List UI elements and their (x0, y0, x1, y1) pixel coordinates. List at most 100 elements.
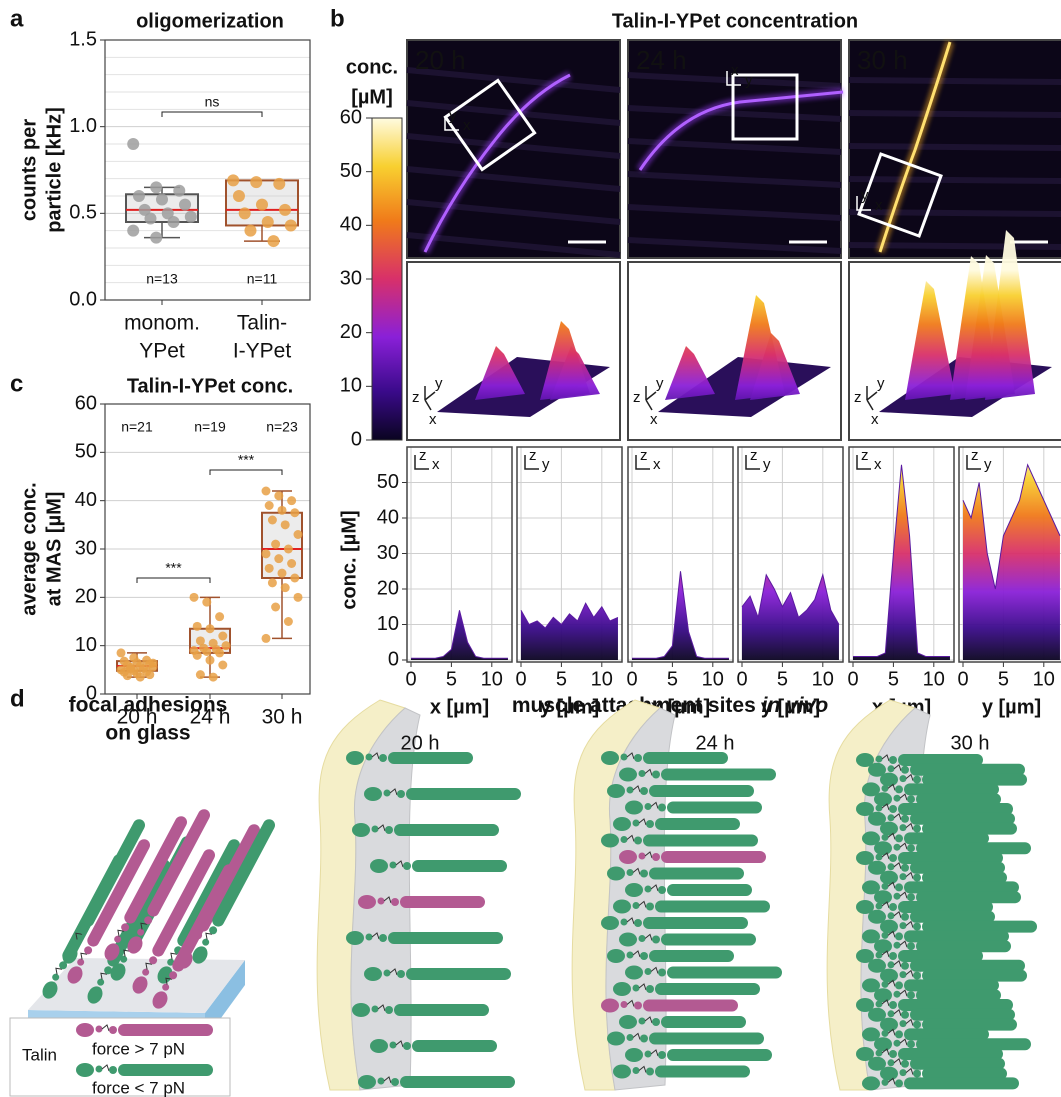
talin-linker (205, 932, 213, 940)
y-tick-label: 20 (377, 577, 399, 599)
talin-rod (655, 900, 770, 913)
talin-linker (887, 881, 896, 889)
talin-head (856, 998, 874, 1012)
talin-head (868, 1056, 886, 1071)
talin-head (625, 800, 643, 815)
x-tick-label: 5 (667, 668, 678, 690)
plot-frame (848, 446, 955, 663)
talin-domain (899, 971, 907, 979)
talin-domain (881, 1029, 889, 1037)
talin-rod (910, 910, 995, 923)
time-label: 24 h (696, 732, 735, 754)
talin-head (625, 965, 643, 980)
talin-linker (881, 852, 890, 860)
data-point (145, 670, 155, 680)
talin-linker (632, 950, 641, 958)
talin-domain (899, 873, 907, 881)
x-tick-label: 5 (888, 668, 899, 690)
talin-domain (169, 971, 178, 980)
colorbar (371, 117, 403, 441)
image-texture (627, 171, 842, 188)
axis-glyph-label: x (650, 411, 658, 428)
talin-domain (893, 892, 901, 900)
talin-domain (403, 1042, 411, 1050)
talin-domain (640, 869, 648, 878)
talin-domain (901, 1010, 909, 1019)
chart-title: oligomerization (136, 10, 284, 32)
significance-bracket (161, 111, 263, 117)
talin-domain (365, 933, 373, 941)
talin-domain (875, 1000, 883, 1008)
talin-head (880, 919, 898, 934)
talin-head (619, 932, 637, 947)
talin-domain (109, 1026, 117, 1034)
talin-molecule (192, 819, 276, 964)
talin-linker (101, 1064, 110, 1072)
talin-rod (922, 871, 1007, 884)
talin-linker (170, 952, 178, 960)
talin-linker (75, 932, 83, 940)
talin-linker (632, 867, 641, 875)
axis-glyph (444, 116, 459, 131)
image-texture (406, 232, 621, 258)
talin-rod (910, 1057, 1005, 1070)
talin-head (192, 946, 208, 964)
talin-head (619, 1015, 637, 1029)
talin-rod (910, 1008, 1015, 1021)
talin-linker (887, 1077, 896, 1085)
talin-domain (72, 938, 80, 946)
talin-linker (893, 763, 902, 771)
data-point (287, 559, 297, 568)
talin-head (601, 998, 619, 1013)
talin-domain (887, 1059, 895, 1067)
talin-rod (124, 816, 188, 924)
talin-rod (898, 754, 983, 766)
talin-rod (916, 1038, 1031, 1051)
time-label: 30 h (951, 732, 990, 754)
talin-head (862, 880, 880, 895)
talin-domain (142, 968, 150, 976)
talin-domain (77, 958, 85, 966)
talin-domain (907, 991, 915, 1000)
talin-linker (905, 773, 914, 781)
data-point (267, 515, 277, 525)
talin-rod (643, 752, 728, 764)
talin-head (619, 767, 637, 782)
talin-domain (632, 819, 640, 827)
area-fill (853, 464, 950, 660)
profile-line (741, 572, 840, 625)
talin-domain (377, 897, 385, 905)
data-point (218, 660, 228, 670)
area-fill (742, 574, 839, 660)
data-point (173, 184, 186, 197)
talin-head (856, 802, 874, 816)
talin-head (358, 1075, 376, 1089)
axis-glyph (424, 386, 436, 411)
talin-linker (881, 754, 890, 762)
legend-label: force < 7 pN (92, 1078, 185, 1097)
talin-linker (905, 1018, 914, 1026)
diagram-title: focal adhesions (69, 694, 228, 717)
x-tick-label: 10 (1033, 668, 1055, 690)
talin-rod (406, 968, 511, 980)
significance-bracket (209, 469, 283, 475)
talin-rod (922, 969, 1027, 982)
talin-linker (893, 910, 902, 918)
x-tick-label: 0 (957, 668, 968, 690)
talin-head (862, 978, 880, 993)
image-texture (627, 204, 842, 221)
talin-linker (893, 959, 902, 967)
talin-rod (916, 940, 1011, 953)
significance-bracket (136, 577, 211, 583)
talin-domain (899, 824, 907, 832)
talin-linker (893, 1008, 902, 1016)
panel-label: c (10, 370, 23, 397)
talin-rod (904, 930, 1009, 943)
n-label: n=23 (266, 419, 298, 435)
data-point (279, 203, 292, 216)
x-tick-label: 10 (812, 668, 834, 690)
talin-domain (391, 898, 399, 906)
colorbar-label: [µM] (351, 86, 393, 108)
profile-line (962, 463, 1061, 590)
